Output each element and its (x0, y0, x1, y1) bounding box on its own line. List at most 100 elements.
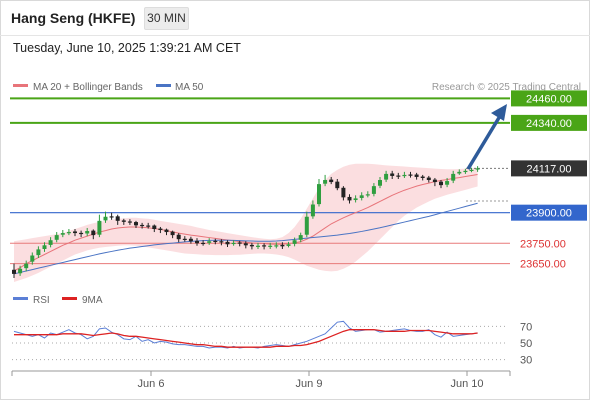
ma20-legend-swatch (13, 84, 28, 87)
chart-header: Hang Seng (HKFE) 30 MIN (0, 0, 590, 36)
support-label-23750-00: 23750.00 (520, 238, 566, 250)
support-label-23650-00: 23650.00 (520, 259, 566, 271)
candle-body (36, 249, 41, 256)
candle-body (121, 220, 126, 222)
current-price-badge (511, 160, 587, 177)
resistance-label-24460-00: 24460.00 (526, 93, 572, 105)
candle-body (298, 235, 303, 240)
candle-body (371, 186, 376, 194)
rsi-ma-legend-swatch (62, 297, 77, 300)
x-tick-label-1: Jun 9 (296, 378, 323, 390)
x-tick-label-0: Jun 6 (138, 378, 165, 390)
candle-body (408, 174, 413, 176)
resistance-label-24340-00: 24340.00 (526, 118, 572, 130)
candle-body (201, 242, 206, 245)
candle-body (402, 174, 407, 177)
timestamp: Tuesday, June 10, 2025 1:39:21 AM CET (13, 41, 241, 55)
pivot-label: 23900.00 (526, 208, 572, 220)
candle-body (396, 175, 401, 177)
candle-body (103, 216, 108, 221)
rsi-tick-label-70: 70 (520, 321, 532, 333)
candle-body (85, 231, 90, 234)
candle-body (323, 180, 328, 184)
candle-body (292, 240, 297, 244)
candle-body (347, 196, 352, 201)
candle-body (353, 198, 358, 201)
candle-body (249, 244, 254, 247)
candle-body (225, 241, 230, 245)
candle-body (420, 176, 425, 178)
rsi-legend-swatch (13, 297, 28, 300)
ma50-line (13, 202, 478, 275)
candle-body (115, 216, 120, 221)
rsi-tick-label-30: 30 (520, 355, 532, 367)
candle-body (329, 179, 334, 183)
rsi-legend-label: RSI (33, 295, 50, 306)
candle-body (170, 231, 175, 236)
candle-body (219, 241, 224, 243)
candle-body (378, 180, 382, 186)
bollinger-band (14, 163, 478, 283)
candle-body (359, 195, 364, 198)
candle-body (158, 228, 163, 231)
candle-body (207, 241, 212, 243)
candle-body (73, 231, 77, 234)
candle-body (384, 173, 389, 180)
rsi-tick-label-50: 50 (520, 338, 532, 350)
candle-body (30, 255, 35, 262)
candle-body (164, 229, 169, 233)
candle-body (182, 238, 187, 240)
candle-body (256, 245, 260, 247)
resistance-badge-24460-00 (511, 90, 587, 107)
candle-body (152, 225, 157, 229)
candle-body (91, 230, 96, 236)
candle-body (414, 174, 419, 177)
candle-body (127, 221, 132, 223)
candle-body (176, 234, 181, 240)
candle-body (60, 233, 65, 235)
projection-arrow-shaft (466, 115, 502, 170)
ma50-legend-swatch (156, 84, 171, 87)
candle-body (134, 222, 138, 226)
candle-body (262, 245, 267, 247)
candle-body (24, 263, 29, 269)
candle-body (280, 244, 285, 247)
candle-body (317, 184, 321, 205)
candle-body (54, 235, 59, 240)
candle-body (48, 240, 53, 245)
x-tick-label-2: Jun 10 (450, 378, 483, 390)
candle-body (457, 171, 462, 174)
candle-body (451, 173, 456, 181)
candle-body (335, 181, 340, 189)
candle-body (286, 244, 291, 246)
candle-body (66, 232, 71, 234)
candle-body (12, 269, 16, 274)
candle-body (268, 245, 273, 247)
rsi-ma-legend-label: 9MA (82, 295, 103, 306)
current-price-label: 24117.00 (526, 163, 571, 175)
rsi-ma-line (14, 329, 478, 348)
candle-body (97, 220, 102, 235)
timeframe-badge[interactable]: 30 MIN (144, 7, 189, 30)
candle-body (310, 204, 315, 217)
ma20-line (13, 174, 478, 272)
candle-body (390, 173, 395, 176)
candle-body (426, 177, 431, 181)
candle-body (231, 242, 236, 245)
instrument-title: Hang Seng (HKFE) (11, 10, 136, 26)
resistance-badge-24340-00 (511, 114, 587, 131)
candle-body (18, 268, 23, 274)
candle-body (213, 240, 218, 243)
candle-body (469, 169, 474, 172)
candle-body (188, 238, 193, 242)
candle-body (42, 245, 47, 249)
candle-body (109, 216, 114, 218)
ma50-legend-label: MA 50 (175, 82, 204, 93)
candle-body (237, 242, 242, 244)
candle-body (463, 170, 468, 173)
candle-body (341, 187, 346, 198)
ma20-legend-label: MA 20 + Bollinger Bands (33, 82, 143, 93)
candle-body (304, 216, 309, 235)
pivot-badge (511, 204, 587, 221)
